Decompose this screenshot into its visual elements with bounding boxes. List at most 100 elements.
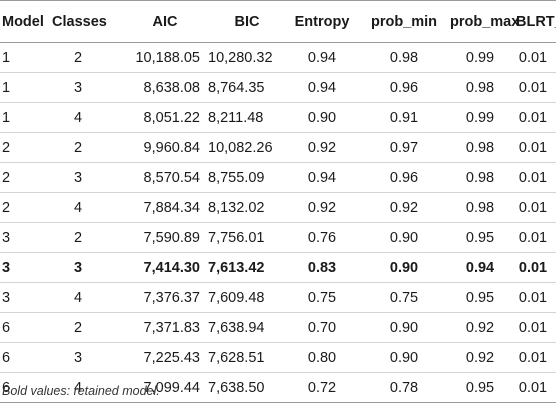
cell-bic: 7,756.01 <box>208 222 286 253</box>
cell-model: 3 <box>0 252 52 283</box>
cell-model: 3 <box>0 222 52 253</box>
cell-classes: 3 <box>52 72 122 103</box>
table-row: 1 3 8,638.08 8,764.35 0.94 0.96 0.98 0.01 <box>0 72 556 103</box>
table-header: Model Classes AIC BIC Entropy prob_min p… <box>0 0 556 43</box>
cell-aic: 7,590.89 <box>122 222 208 253</box>
table-row: 2 4 7,884.34 8,132.02 0.92 0.92 0.98 0.01 <box>0 192 556 223</box>
cell-prob-max: 0.98 <box>450 132 510 163</box>
cell-classes: 4 <box>52 102 122 133</box>
cell-aic: 9,960.84 <box>122 132 208 163</box>
cell-prob-min: 0.91 <box>358 102 450 133</box>
cell-bic: 10,280.32 <box>208 42 286 73</box>
cell-prob-max: 0.98 <box>450 192 510 223</box>
cell-entropy: 0.83 <box>286 252 358 283</box>
cell-model: 2 <box>0 162 52 193</box>
cell-model: 6 <box>0 312 52 343</box>
cell-prob-min: 0.96 <box>358 72 450 103</box>
cell-aic: 8,051.22 <box>122 102 208 133</box>
cell-aic: 7,371.83 <box>122 312 208 343</box>
cell-prob-min: 0.98 <box>358 42 450 73</box>
cell-aic: 8,570.54 <box>122 162 208 193</box>
cell-classes: 2 <box>52 222 122 253</box>
table-row: 1 2 10,188.05 10,280.32 0.94 0.98 0.99 0.01 <box>0 42 556 73</box>
cell-model: 6 <box>0 372 52 403</box>
header-prob-max: prob_max <box>450 0 519 43</box>
table-row-retained: 3 3 7,414.30 7,613.42 0.83 0.90 0.94 0.01 <box>0 252 556 283</box>
table-row: 2 2 9,960.84 10,082.26 0.92 0.97 0.98 0.01 <box>0 132 556 163</box>
cell-blrt-p: 0.01 <box>510 42 556 73</box>
cell-entropy: 0.94 <box>286 162 358 193</box>
cell-entropy: 0.92 <box>286 132 358 163</box>
cell-blrt-p: 0.01 <box>510 162 556 193</box>
cell-prob-min: 0.78 <box>358 372 450 403</box>
cell-aic: 7,099.44 <box>122 372 208 403</box>
cell-bic: 8,132.02 <box>208 192 286 223</box>
cell-blrt-p: 0.01 <box>510 72 556 103</box>
cell-prob-max: 0.92 <box>450 312 510 343</box>
cell-classes: 3 <box>52 162 122 193</box>
cell-entropy: 0.80 <box>286 342 358 373</box>
cell-bic: 7,613.42 <box>208 252 286 283</box>
header-prob-min: prob_min <box>358 0 450 43</box>
cell-blrt-p: 0.01 <box>510 222 556 253</box>
header-aic: AIC <box>122 0 208 43</box>
cell-classes: 4 <box>52 372 122 403</box>
cell-prob-max: 0.99 <box>450 42 510 73</box>
table-footnote: Bold values: retained model. <box>2 384 160 398</box>
table-row: 6 3 7,225.43 7,628.51 0.80 0.90 0.92 0.01 <box>0 342 556 373</box>
cell-prob-max: 0.95 <box>450 372 510 403</box>
cell-blrt-p: 0.01 <box>510 312 556 343</box>
cell-prob-min: 0.92 <box>358 192 450 223</box>
cell-entropy: 0.94 <box>286 42 358 73</box>
cell-prob-max: 0.95 <box>450 282 510 313</box>
table-row: 3 4 7,376.37 7,609.48 0.75 0.75 0.95 0.01 <box>0 282 556 313</box>
cell-blrt-p: 0.01 <box>510 282 556 313</box>
cell-bic: 8,211.48 <box>208 102 286 133</box>
cell-entropy: 0.70 <box>286 312 358 343</box>
cell-model: 2 <box>0 132 52 163</box>
cell-blrt-p: 0.01 <box>510 192 556 223</box>
cell-model: 1 <box>0 72 52 103</box>
cell-prob-max: 0.98 <box>450 72 510 103</box>
cell-prob-max: 0.99 <box>450 102 510 133</box>
cell-prob-max: 0.95 <box>450 222 510 253</box>
cell-prob-min: 0.90 <box>358 312 450 343</box>
cell-model: 1 <box>0 102 52 133</box>
cell-model: 6 <box>0 342 52 373</box>
cell-classes: 2 <box>52 42 122 73</box>
cell-entropy: 0.90 <box>286 102 358 133</box>
cell-prob-min: 0.90 <box>358 342 450 373</box>
cell-classes: 2 <box>52 312 122 343</box>
cell-prob-max: 0.98 <box>450 162 510 193</box>
header-model: Model <box>0 0 52 43</box>
cell-aic: 7,225.43 <box>122 342 208 373</box>
cell-entropy: 0.94 <box>286 72 358 103</box>
cell-entropy: 0.76 <box>286 222 358 253</box>
cell-prob-max: 0.94 <box>450 252 510 283</box>
table-row: 1 4 8,051.22 8,211.48 0.90 0.91 0.99 0.01 <box>0 102 556 133</box>
cell-bic: 7,609.48 <box>208 282 286 313</box>
cell-entropy: 0.75 <box>286 282 358 313</box>
header-classes: Classes <box>52 0 122 43</box>
cell-blrt-p: 0.01 <box>510 252 556 283</box>
cell-prob-min: 0.75 <box>358 282 450 313</box>
cell-aic: 7,884.34 <box>122 192 208 223</box>
header-blrt-p: BLRT_p <box>510 0 556 43</box>
cell-blrt-p: 0.01 <box>510 342 556 373</box>
cell-bic: 7,638.94 <box>208 312 286 343</box>
cell-blrt-p: 0.01 <box>510 372 556 403</box>
cell-classes: 3 <box>52 342 122 373</box>
cell-aic: 7,376.37 <box>122 282 208 313</box>
cell-prob-min: 0.90 <box>358 222 450 253</box>
cell-prob-min: 0.97 <box>358 132 450 163</box>
cell-aic: 7,414.30 <box>122 252 208 283</box>
table-row: 2 3 8,570.54 8,755.09 0.94 0.96 0.98 0.01 <box>0 162 556 193</box>
cell-bic: 8,764.35 <box>208 72 286 103</box>
cell-model: 3 <box>0 282 52 313</box>
cell-classes: 4 <box>52 282 122 313</box>
cell-bic: 7,628.51 <box>208 342 286 373</box>
cell-prob-max: 0.92 <box>450 342 510 373</box>
cell-bic: 10,082.26 <box>208 132 286 163</box>
cell-entropy: 0.92 <box>286 192 358 223</box>
